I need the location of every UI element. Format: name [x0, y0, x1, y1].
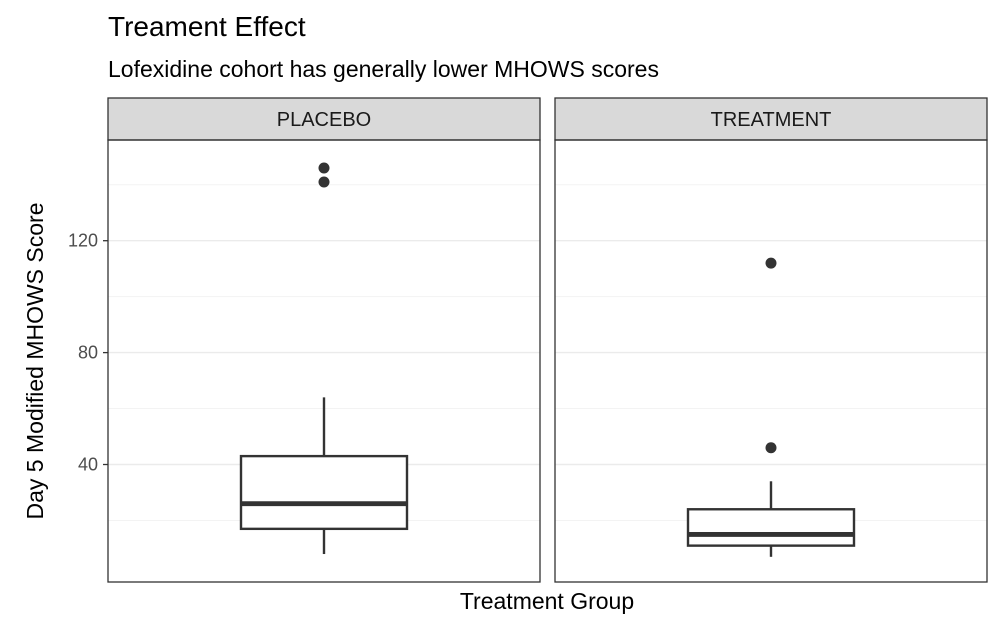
facet-strip-label: PLACEBO [277, 109, 371, 131]
y-axis: 40 80 120 [68, 231, 108, 475]
facet-panel-treatment: TREATMENT [554, 97, 988, 583]
outlier-point [765, 442, 777, 454]
facet-strip-label: TREATMENT [711, 109, 832, 131]
outlier-point [765, 257, 777, 269]
panel-border [554, 139, 988, 583]
chart-title: Treament Effect [108, 11, 306, 42]
y-axis-title: Day 5 Modified MHOWS Score [22, 203, 48, 520]
chart-subtitle: Lofexidine cohort has generally lower MH… [108, 56, 659, 82]
box [239, 454, 409, 531]
y-tick-label: 120 [68, 231, 98, 251]
y-tick-label: 80 [78, 343, 98, 363]
facet-panel-placebo: PLACEBO [107, 97, 541, 583]
facet-panels: PLACEBO TREATMENT [107, 97, 988, 583]
outlier-point [318, 176, 330, 188]
y-tick-label: 40 [78, 455, 98, 475]
x-axis-title: Treatment Group [460, 588, 634, 614]
box [686, 508, 856, 547]
panel-border [107, 139, 541, 583]
facet-strip [554, 97, 988, 141]
outlier-point [318, 162, 330, 174]
facet-strip [107, 97, 541, 141]
